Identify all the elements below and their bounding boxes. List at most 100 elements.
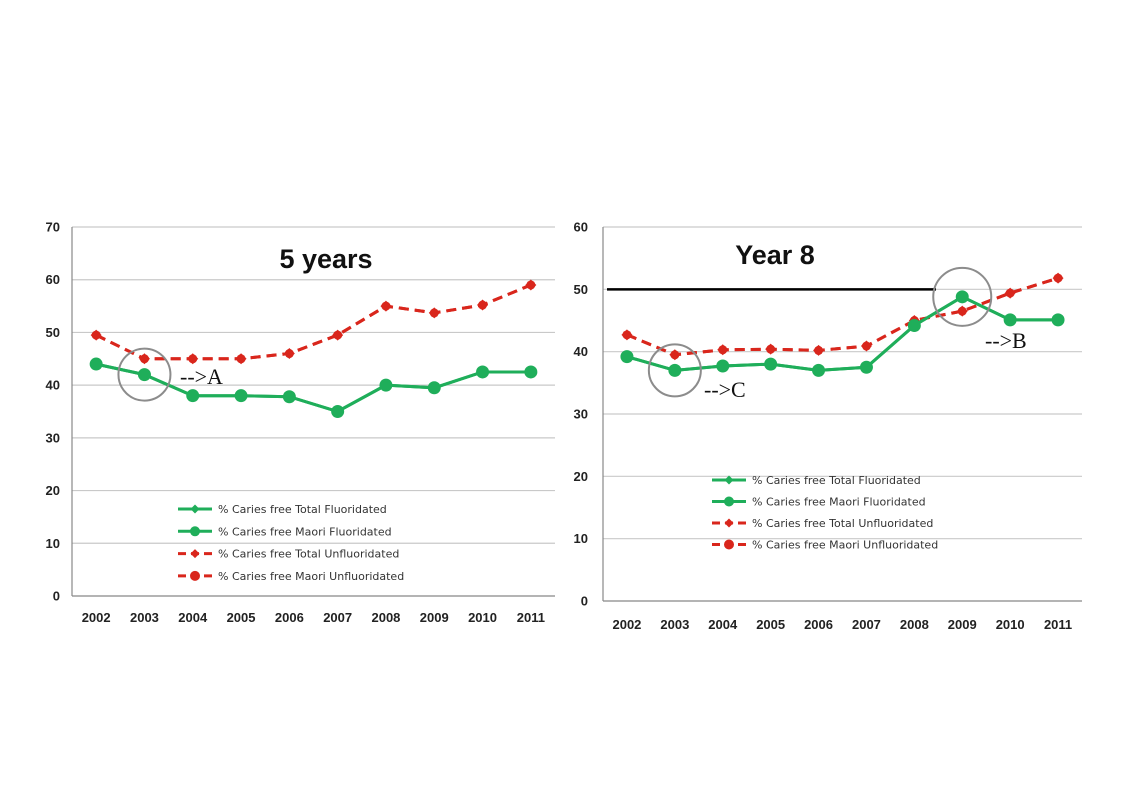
y-tick-label: 50	[46, 325, 60, 340]
x-tick-label: 2011	[1044, 617, 1072, 632]
y-tick-label: 0	[581, 594, 588, 609]
highlight-circle	[117, 347, 172, 402]
y-tick-label: 0	[53, 589, 60, 604]
y-tick-label: 60	[574, 220, 588, 235]
y-tick-label: 40	[574, 344, 588, 359]
x-tick-label: 2010	[468, 610, 497, 625]
legend-label: % Caries free Maori Unfluoridated	[752, 539, 938, 552]
x-tick-label: 2005	[227, 610, 256, 625]
legend-marker	[190, 504, 200, 514]
data-point	[620, 350, 634, 364]
data-point	[89, 357, 103, 371]
y-tick-label: 30	[574, 407, 588, 422]
data-point	[957, 306, 967, 316]
chart-title: 5 years	[279, 244, 372, 274]
x-tick-label: 2006	[275, 610, 304, 625]
x-tick-label: 2011	[517, 610, 545, 625]
x-tick-label: 2005	[756, 617, 785, 632]
x-tick-label: 2009	[948, 617, 977, 632]
x-tick-label: 2003	[130, 610, 159, 625]
data-point	[1003, 313, 1017, 327]
data-point	[764, 357, 778, 371]
data-point	[234, 389, 248, 403]
data-point	[670, 350, 680, 360]
data-point	[766, 344, 776, 354]
legend-label: % Caries free Maori Unfluoridated	[218, 570, 404, 583]
legend-marker	[724, 539, 734, 550]
highlight-circle	[932, 266, 993, 327]
data-point	[333, 330, 343, 340]
chart-title: Year 8	[735, 240, 815, 270]
legend-marker	[724, 518, 734, 528]
data-point	[282, 390, 296, 404]
legend-label: % Caries free Total Fluoridated	[218, 503, 387, 516]
x-tick-label: 2002	[82, 610, 111, 625]
data-point	[1005, 288, 1015, 298]
data-point	[955, 290, 969, 304]
legend-marker	[190, 526, 200, 537]
chart-2: 0 10 20 30 40 50 60 2002 2003 2004 2005 2006 2007 200…	[574, 220, 1082, 632]
x-tick-label: 2009	[420, 610, 449, 625]
annotation-label: -->B	[985, 328, 1027, 353]
legend-marker	[724, 496, 734, 507]
data-point	[859, 360, 873, 374]
legend-label: % Caries free Total Unfluoridated	[218, 548, 399, 561]
y-tick-label: 30	[46, 430, 60, 445]
y-tick-label: 70	[46, 220, 60, 235]
legend-marker	[190, 549, 200, 559]
data-point	[1051, 313, 1065, 327]
chart-1: 0 10 20 30 40 50 60 70 2002 2003 2004 2005 2006 2007 2…	[46, 220, 555, 625]
data-point	[379, 378, 393, 392]
y-tick-label: 20	[46, 483, 60, 498]
data-point	[716, 359, 730, 373]
series-line	[626, 295, 1058, 372]
series-line	[95, 283, 532, 361]
data-point	[188, 354, 198, 364]
x-tick-label: 2004	[708, 617, 738, 632]
data-point	[429, 308, 439, 318]
x-tick-label: 2007	[323, 610, 352, 625]
y-tick-label: 10	[574, 531, 588, 546]
x-tick-label: 2010	[996, 617, 1025, 632]
legend-label: % Caries free Total Fluoridated	[752, 474, 921, 487]
data-point	[139, 354, 149, 364]
legend-label: % Caries free Maori Fluoridated	[752, 496, 926, 509]
data-point	[427, 381, 441, 395]
x-tick-label: 2006	[804, 617, 833, 632]
data-point	[718, 345, 728, 355]
data-point	[381, 301, 391, 311]
y-tick-label: 10	[46, 536, 60, 551]
legend-marker	[190, 570, 200, 581]
data-point	[622, 330, 632, 340]
data-point	[814, 345, 824, 355]
y-tick-label: 40	[46, 378, 60, 393]
data-point	[137, 368, 151, 382]
data-point	[524, 365, 538, 379]
data-point	[476, 365, 490, 379]
series-line	[626, 276, 1059, 357]
data-point	[668, 363, 682, 377]
data-point	[284, 349, 294, 359]
series-line	[95, 283, 532, 361]
data-point	[331, 405, 345, 418]
x-tick-label: 2003	[660, 617, 689, 632]
data-point	[186, 389, 200, 403]
legend-label: % Caries free Maori Fluoridated	[218, 525, 392, 538]
x-tick-label: 2002	[612, 617, 641, 632]
y-tick-label: 60	[46, 272, 60, 287]
legend-marker	[724, 475, 734, 485]
data-point	[812, 363, 826, 377]
data-point	[526, 280, 536, 290]
data-point	[861, 341, 871, 351]
y-tick-label: 50	[574, 282, 588, 297]
annotation-label: -->C	[704, 377, 746, 402]
data-point	[236, 354, 246, 364]
highlight-circle	[647, 343, 702, 398]
data-point	[1053, 273, 1063, 283]
data-point	[478, 300, 488, 310]
x-tick-label: 2008	[371, 610, 400, 625]
legend-label: % Caries free Total Unfluoridated	[752, 517, 933, 530]
data-point	[907, 318, 921, 332]
x-tick-label: 2004	[178, 610, 208, 625]
